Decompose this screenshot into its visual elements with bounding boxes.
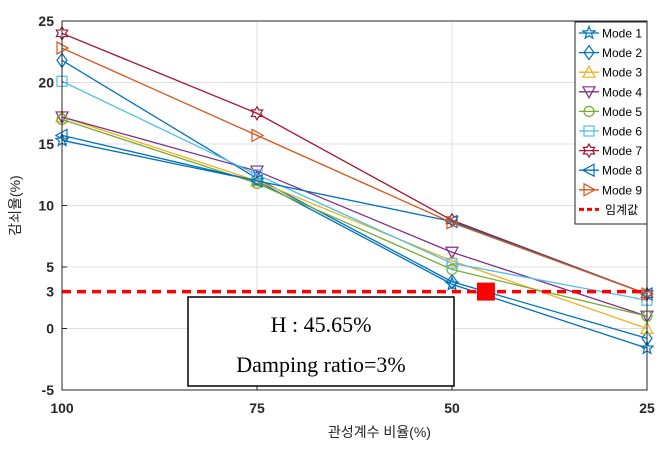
y-tick-label: 15 [38, 136, 54, 152]
annotation-box: H : 45.65% Damping ratio=3% [187, 296, 455, 387]
series-line [61, 116, 648, 317]
legend-marker [581, 24, 597, 40]
data-point [446, 257, 458, 269]
legend-label: Mode 4 [602, 85, 642, 99]
annotation-frame [187, 296, 455, 387]
annotation-line-2: Damping ratio=3% [236, 352, 405, 377]
y-tick-label: 20 [38, 75, 54, 91]
series-line [61, 80, 648, 301]
data-point [444, 214, 458, 229]
legend: Mode 1 Mode 2 Mode 3 Mode 4 Mode 5 Mode 6 Mode… [574, 21, 648, 225]
data-point [251, 128, 265, 143]
series-line [61, 47, 648, 295]
data-point [249, 165, 265, 179]
legend-label: Mode 8 [602, 164, 642, 178]
legend-marker [583, 105, 595, 118]
legend-label: 임계값 [605, 203, 638, 217]
data-point [249, 173, 263, 188]
legend-marker [582, 142, 596, 159]
x-tick-label: 50 [444, 400, 460, 416]
legend-marker [583, 44, 595, 61]
legend-label: Mode 3 [602, 66, 642, 80]
x-axis-label: 관성계수 비율(%) [328, 424, 431, 440]
data-point [446, 263, 458, 276]
data-point [445, 212, 459, 228]
x-tick-label: 100 [50, 400, 74, 416]
legend-marker [583, 182, 597, 197]
legend-marker [581, 163, 595, 178]
y-tick-label: 10 [38, 198, 54, 214]
legend-label: Mode 5 [602, 105, 642, 119]
y-tick-label: 5 [46, 259, 54, 275]
y-tick-label: -5 [42, 382, 55, 398]
y-tick-label: 3 [46, 284, 54, 300]
legend-marker [581, 64, 597, 78]
data-point [444, 246, 460, 260]
legend-label: Mode 2 [602, 46, 642, 60]
data-point [250, 105, 264, 121]
legend-marker [581, 86, 597, 100]
legend-label: Mode 1 [602, 27, 642, 41]
legend-marker [583, 125, 595, 137]
annotation-line-1: H : 45.65% [271, 312, 372, 337]
series-line [61, 59, 648, 339]
y-axis-label: 감쇠율(%) [7, 175, 23, 235]
data-point [446, 273, 458, 290]
x-tick-label: 75 [249, 400, 265, 416]
y-tick-label: 0 [46, 321, 54, 337]
x-tick-label: 25 [639, 400, 655, 416]
legend-label: Mode 9 [602, 183, 642, 197]
legend-label: Mode 6 [602, 125, 642, 139]
data-point [446, 215, 460, 230]
series-4 [54, 111, 655, 324]
series-line [61, 139, 648, 349]
legend-label: Mode 7 [602, 144, 642, 158]
data-point [444, 253, 460, 267]
critical-point-marker [476, 282, 495, 301]
series-line [61, 116, 648, 330]
y-tick-label: 25 [38, 13, 54, 29]
